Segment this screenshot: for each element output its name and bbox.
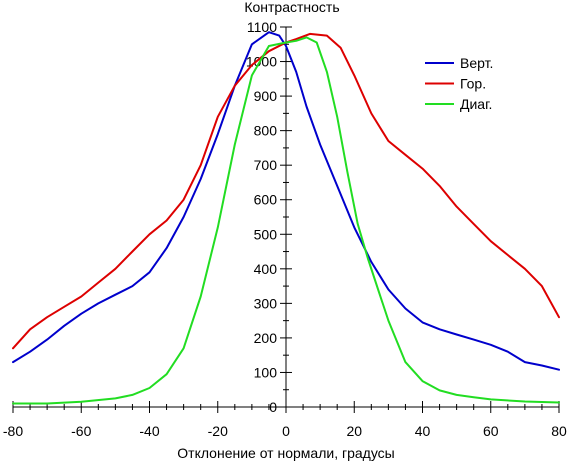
y-tick-label: 600	[254, 192, 278, 208]
legend-label: Гор.	[460, 76, 486, 92]
legend-label: Верт.	[460, 55, 493, 71]
x-tick-label: 60	[483, 423, 499, 439]
series-line-1	[12, 31, 560, 371]
series-layer	[12, 31, 560, 405]
y-axis-title: Контрастность	[244, 0, 339, 15]
y-tick-label: 0	[269, 399, 277, 415]
y-tick-label: 1000	[246, 54, 277, 70]
y-tick-label: 800	[254, 123, 278, 139]
x-tick-label: 40	[415, 423, 431, 439]
x-tick-label: -20	[208, 423, 228, 439]
axes: -80 -60 -40 -20 0 20 40 60 800100200300400500600…	[3, 19, 567, 439]
x-tick-label: -60	[71, 423, 91, 439]
y-tick-label: 100	[254, 364, 278, 380]
x-tick-label: -80	[3, 423, 23, 439]
y-tick-label: 700	[254, 157, 278, 173]
series-line-3	[12, 36, 560, 405]
y-tick-label: 900	[254, 88, 278, 104]
y-tick-label: 400	[254, 261, 278, 277]
y-tick-label: 300	[254, 295, 278, 311]
x-axis-title: Отклонение от нормали, градусы	[177, 445, 394, 461]
legend: Верт. Гор. Диаг.	[425, 55, 493, 112]
x-tick-label: -40	[139, 423, 159, 439]
legend-label: Диаг.	[460, 96, 492, 112]
x-tick-label: 80	[551, 423, 567, 439]
x-tick-label: 0	[282, 423, 290, 439]
y-tick-label: 200	[254, 330, 278, 346]
y-tick-label: 500	[254, 226, 278, 242]
x-tick-label: 20	[346, 423, 362, 439]
y-tick-label: 1100	[247, 19, 277, 35]
